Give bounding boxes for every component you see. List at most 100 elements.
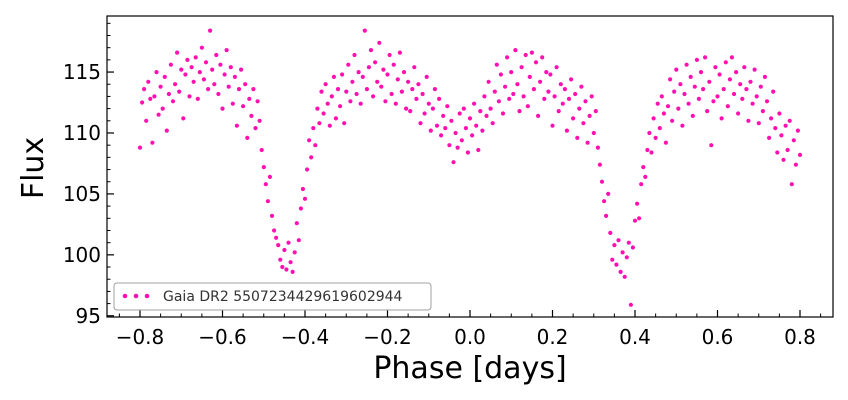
- data-point: [756, 121, 761, 126]
- x-tick-label: 0.6: [702, 325, 734, 349]
- data-point: [199, 45, 204, 50]
- data-point: [678, 82, 683, 87]
- data-point: [649, 150, 654, 155]
- x-tick-label: −0.6: [198, 325, 247, 349]
- data-point: [641, 165, 646, 170]
- data-point: [432, 87, 437, 92]
- data-point: [715, 94, 720, 99]
- data-point: [507, 96, 512, 101]
- data-point: [389, 91, 394, 97]
- data-point: [412, 65, 417, 70]
- data-point: [325, 101, 330, 106]
- data-point: [777, 111, 782, 116]
- data-point: [307, 138, 312, 143]
- x-tick-label: 0.0: [454, 325, 486, 349]
- data-point: [470, 133, 475, 138]
- data-point: [478, 109, 483, 114]
- data-point: [622, 274, 627, 279]
- data-point: [272, 228, 277, 233]
- x-tick-label: 0.4: [619, 325, 651, 349]
- data-point: [323, 82, 328, 87]
- data-point: [185, 57, 190, 63]
- data-point: [373, 60, 378, 65]
- data-point: [703, 55, 708, 60]
- data-point: [616, 238, 621, 243]
- data-point: [222, 72, 227, 77]
- data-point: [414, 96, 419, 101]
- data-point: [585, 140, 590, 145]
- data-point: [709, 143, 714, 148]
- data-point: [395, 77, 400, 82]
- data-point: [249, 113, 254, 118]
- data-point: [635, 201, 640, 206]
- data-point: [156, 112, 161, 117]
- data-point: [579, 84, 584, 89]
- data-point: [488, 106, 493, 111]
- data-point: [536, 113, 541, 118]
- data-point: [525, 104, 530, 109]
- data-point: [327, 123, 332, 128]
- data-point: [517, 109, 522, 114]
- data-point: [515, 82, 520, 87]
- data-point: [282, 247, 287, 253]
- data-point: [170, 99, 176, 104]
- data-point: [265, 199, 270, 204]
- data-point: [278, 257, 283, 262]
- data-point: [259, 147, 264, 153]
- data-point: [148, 96, 153, 101]
- data-point: [152, 94, 157, 99]
- data-point: [187, 94, 192, 99]
- data-point: [416, 82, 421, 87]
- data-point: [529, 50, 535, 55]
- x-tick-label: −0.4: [281, 325, 330, 349]
- data-point: [717, 72, 722, 77]
- data-point: [472, 101, 477, 106]
- legend-label: Gaia DR2 5507234429619602944: [163, 289, 403, 305]
- data-point: [465, 150, 470, 155]
- data-point: [793, 162, 799, 167]
- data-point: [614, 262, 619, 267]
- data-point: [723, 60, 728, 65]
- data-point: [583, 99, 588, 104]
- data-point: [562, 87, 568, 92]
- data-point: [701, 87, 706, 92]
- data-point: [569, 77, 574, 82]
- data-point: [319, 89, 324, 94]
- data-point: [267, 174, 272, 179]
- data-point: [358, 101, 363, 106]
- data-point: [773, 126, 778, 131]
- data-point: [618, 269, 623, 274]
- data-point: [771, 89, 776, 94]
- data-point: [546, 89, 551, 94]
- data-point: [785, 147, 790, 153]
- data-point: [779, 133, 784, 138]
- data-point: [193, 55, 198, 60]
- data-point: [670, 118, 675, 123]
- data-point: [606, 191, 611, 196]
- data-point: [628, 302, 634, 307]
- data-point: [375, 79, 380, 84]
- data-point: [368, 48, 374, 53]
- legend-marker: [122, 293, 150, 299]
- data-point: [787, 118, 792, 123]
- data-point: [540, 55, 545, 60]
- plot-frame: [106, 15, 834, 318]
- data-point: [503, 84, 508, 89]
- data-point: [731, 91, 737, 97]
- data-point: [657, 126, 662, 131]
- y-tick-label: 100: [63, 243, 101, 267]
- y-tick-label: 105: [63, 182, 101, 206]
- data-point: [505, 55, 510, 60]
- data-point: [269, 213, 275, 218]
- legend-marker-dot: [144, 293, 150, 299]
- data-point: [377, 40, 382, 45]
- data-point: [364, 87, 369, 92]
- data-point: [335, 87, 341, 92]
- data-point: [538, 79, 543, 84]
- data-point: [274, 235, 279, 240]
- data-point: [767, 135, 772, 140]
- data-point: [387, 52, 392, 58]
- data-point: [300, 186, 305, 192]
- data-point: [748, 79, 753, 84]
